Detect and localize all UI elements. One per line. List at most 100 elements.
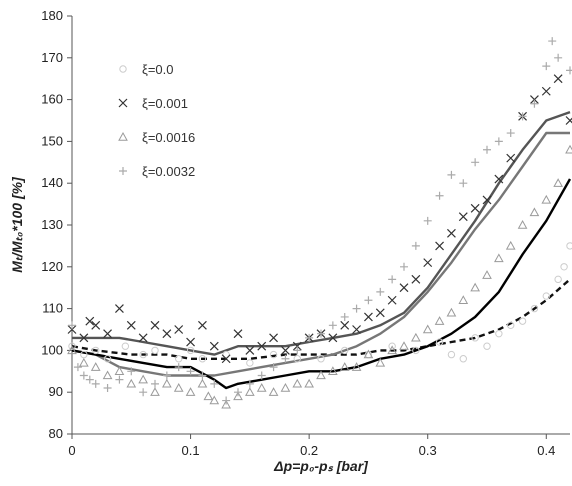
data-point <box>245 387 255 396</box>
data-point <box>121 342 130 350</box>
data-point <box>102 370 113 380</box>
data-point <box>530 99 539 108</box>
data-point <box>542 62 551 71</box>
data-point <box>67 325 77 334</box>
data-point <box>352 325 361 334</box>
data-point <box>127 367 136 376</box>
data-point <box>80 350 88 359</box>
data-point <box>317 329 325 338</box>
data-point <box>305 333 314 342</box>
data-point <box>423 258 433 268</box>
data-point <box>292 378 303 388</box>
data-point <box>85 375 94 384</box>
data-point <box>281 354 290 363</box>
data-point <box>175 355 183 363</box>
data-point <box>328 321 337 330</box>
data-point <box>506 153 516 163</box>
data-point <box>399 341 409 350</box>
data-point <box>412 346 420 355</box>
data-point <box>269 350 278 359</box>
data-point <box>209 341 219 351</box>
data-point <box>458 295 469 304</box>
data-point <box>560 263 568 271</box>
data-point <box>470 203 480 213</box>
data-point <box>103 329 112 339</box>
data-point <box>91 320 101 330</box>
data-point <box>541 194 552 204</box>
data-points <box>67 37 572 409</box>
data-point <box>411 274 421 284</box>
data-point <box>126 320 136 330</box>
data-point <box>233 329 243 339</box>
data-point <box>471 158 480 167</box>
data-point <box>185 387 196 396</box>
y-tick-label: 130 <box>41 217 63 232</box>
data-point <box>222 350 230 359</box>
x-tick-label: 0.3 <box>419 443 437 458</box>
data-point <box>351 362 362 371</box>
data-point <box>186 367 195 376</box>
data-point <box>482 195 492 205</box>
data-point <box>222 396 231 405</box>
data-point <box>376 287 385 296</box>
legend-label-1: ξ=0.0 <box>142 62 173 77</box>
data-point <box>68 342 76 350</box>
data-point <box>162 371 171 380</box>
y-tick-label: 170 <box>41 50 63 65</box>
data-point <box>317 355 325 363</box>
y-tick-label: 150 <box>41 133 63 148</box>
data-point <box>198 320 207 330</box>
axes: 80 90 100 110 120 130 140 150 160 170 180 0 0.1 0.2 0.… <box>41 8 570 458</box>
data-point <box>114 366 125 375</box>
legend-label-4: ξ=0.0032 <box>142 164 195 179</box>
y-tick-label: 90 <box>49 384 63 399</box>
data-point <box>281 345 290 355</box>
data-point <box>434 316 445 325</box>
data-point <box>483 342 491 350</box>
data-point <box>151 379 159 388</box>
data-point <box>470 282 480 292</box>
data-point <box>459 179 468 188</box>
x-axis-title: Δp=p₀-pₛ [bar] <box>273 458 369 474</box>
data-point <box>174 363 183 372</box>
data-point <box>139 350 147 359</box>
data-point <box>138 333 148 343</box>
data-point <box>221 354 231 364</box>
data-point <box>162 329 172 339</box>
data-point <box>186 346 195 355</box>
data-point <box>197 378 208 388</box>
data-point <box>422 324 433 334</box>
data-point <box>364 312 373 322</box>
trend-line-4 <box>71 178 572 390</box>
x-tick-label: 0 <box>68 443 75 458</box>
data-point <box>482 270 492 279</box>
data-point <box>518 317 527 325</box>
data-point <box>506 129 515 138</box>
data-point <box>483 145 491 154</box>
data-point <box>399 283 409 293</box>
data-point <box>340 312 349 321</box>
data-point <box>529 207 540 217</box>
data-point <box>150 387 160 396</box>
data-point <box>67 345 77 355</box>
data-point <box>198 355 207 363</box>
data-point <box>411 241 420 250</box>
data-point <box>126 378 137 388</box>
legend: ξ=0.0 ξ=0.001 ξ=0.0016 ξ=0.0032 <box>118 62 195 179</box>
data-point <box>375 357 386 367</box>
data-point <box>115 375 124 384</box>
data-point <box>203 391 214 401</box>
data-point <box>541 86 551 96</box>
legend-label-2: ξ=0.001 <box>142 96 188 111</box>
data-point <box>495 329 503 338</box>
data-point <box>340 320 350 330</box>
data-point <box>92 346 100 355</box>
data-point <box>435 191 444 200</box>
data-point <box>446 307 457 317</box>
series-1 <box>68 242 572 367</box>
data-point <box>269 333 278 343</box>
data-point <box>316 370 326 380</box>
data-point <box>245 379 254 388</box>
data-point <box>447 170 456 179</box>
